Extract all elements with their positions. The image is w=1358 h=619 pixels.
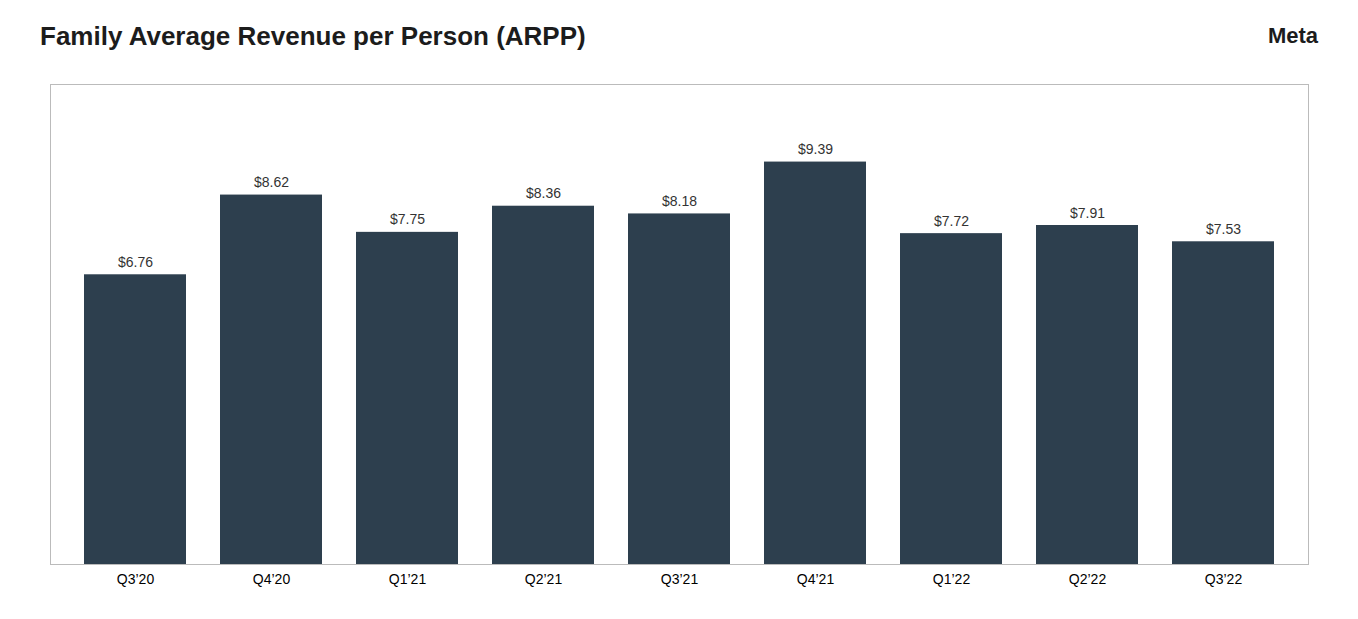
svg-text:Q2’21: Q2’21 <box>525 571 563 587</box>
svg-text:Q3’20: Q3’20 <box>117 571 155 587</box>
svg-text:$8.36: $8.36 <box>526 185 561 201</box>
svg-text:Q1’22: Q1’22 <box>933 571 971 587</box>
svg-text:Q3’21: Q3’21 <box>661 571 699 587</box>
svg-text:Q1’21: Q1’21 <box>389 571 427 587</box>
svg-text:$6.76: $6.76 <box>118 254 153 270</box>
svg-text:$7.75: $7.75 <box>390 211 425 227</box>
svg-text:$9.39: $9.39 <box>798 141 833 157</box>
svg-text:$7.91: $7.91 <box>1070 205 1105 221</box>
svg-text:Q4’21: Q4’21 <box>797 571 835 587</box>
svg-text:$8.18: $8.18 <box>662 193 697 209</box>
html-text:Family Average Revenue per Per: Family Average Revenue per Person (ARPP) <box>40 20 586 51</box>
svg-text:Q2’22: Q2’22 <box>1069 571 1107 587</box>
html-text:Meta: Meta <box>1267 23 1318 48</box>
svg-text:$8.62: $8.62 <box>254 174 289 190</box>
svg-text:Q4’20: Q4’20 <box>253 571 291 587</box>
svg-text:Q3’22: Q3’22 <box>1205 571 1243 587</box>
svg-text:$7.72: $7.72 <box>934 213 969 229</box>
svg-text:$7.53: $7.53 <box>1206 221 1241 237</box>
